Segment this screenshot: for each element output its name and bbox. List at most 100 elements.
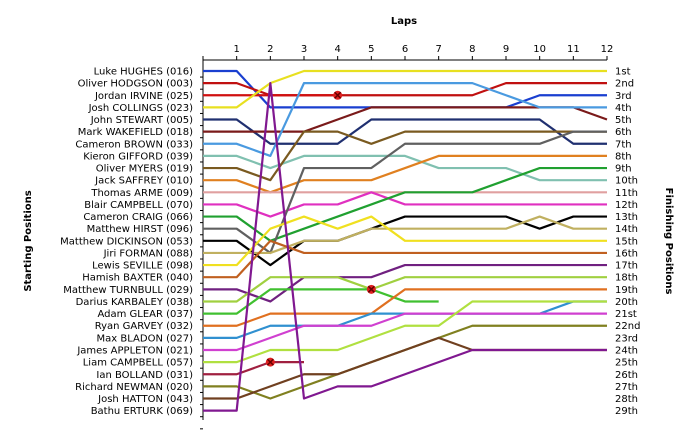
series-line (203, 82, 607, 158)
starting-position-label: Liam CAMPBELL (057) (83, 358, 193, 369)
series-line (203, 239, 607, 279)
finishing-position-label: 27th (615, 382, 638, 393)
starting-position-label: Hamish BAXTER (040) (82, 273, 193, 284)
finishing-position-label: 14th (615, 224, 638, 235)
y-axis-title-right: Finishing Positions (663, 188, 674, 295)
series-line (203, 300, 607, 364)
finishing-position-label: 7th (615, 139, 632, 150)
series-line (203, 130, 607, 182)
series-line (203, 82, 607, 412)
lap-tick-label: 8 (469, 44, 475, 55)
starting-position-label: Bathu ERTURK (069) (91, 406, 193, 417)
starting-position-label: Lewis SEVILLE (098) (92, 261, 193, 272)
starting-position-label: Cameron BROWN (033) (75, 139, 193, 150)
starting-position-labels: Luke HUGHES (016)Oliver HODGSON (003)Jor… (60, 67, 193, 418)
finishing-position-label: 12th (615, 200, 638, 211)
retirement-marker (366, 284, 376, 294)
retirement-marker (333, 90, 343, 100)
series-line (203, 154, 607, 182)
starting-position-label: Matthew HIRST (096) (87, 224, 193, 235)
finishing-position-label: 15th (615, 236, 638, 247)
lap-tick-label: 11 (567, 44, 580, 55)
finishing-position-label: 24th (615, 345, 638, 356)
starting-position-label: Richard NEWMAN (020) (75, 382, 193, 393)
starting-position-label: Mark WAKEFIELD (018) (78, 127, 193, 138)
starting-position-label: Darius KARBALEY (038) (76, 297, 193, 308)
lap-tick-label: 7 (435, 44, 441, 55)
series-line (203, 215, 607, 267)
lap-tick-label: 9 (503, 44, 509, 55)
starting-position-label: Jack SAFFREY (010) (94, 176, 193, 187)
series-line (203, 191, 607, 218)
starting-position-label: Cameron CRAIG (066) (83, 212, 193, 223)
series-line (203, 276, 607, 303)
x-axis-title: Laps (391, 16, 417, 27)
series-line (203, 288, 607, 327)
finishing-position-label: 28th (615, 394, 638, 405)
finishing-position-label: 2nd (615, 79, 634, 90)
starting-position-label: Josh HATTON (043) (97, 394, 193, 405)
lap-tick-label: 12 (601, 44, 614, 55)
starting-position-label: John STEWART (005) (90, 115, 193, 126)
retirement-marker (265, 357, 275, 367)
starting-position-label: Kieron GIFFORD (039) (83, 151, 193, 162)
starting-position-label: Oliver HODGSON (003) (78, 79, 193, 90)
starting-position-label: Blair CAMPBELL (070) (84, 200, 193, 211)
starting-position-label: Luke HUGHES (016) (94, 67, 193, 78)
finishing-position-label: 10th (615, 176, 638, 187)
finishing-position-label: 11th (615, 188, 638, 199)
plot-axes (200, 56, 608, 430)
starting-position-label: James APPLETON (021) (76, 345, 193, 356)
finishing-position-labels: 1st2nd3rd4th5th6th7th8th9th10th11th12th1… (615, 67, 640, 418)
lap-tick-label: 3 (301, 44, 307, 55)
starting-position-label: Ryan GARVEY (032) (95, 321, 193, 332)
starting-position-label: Ian BOLLAND (031) (96, 370, 193, 381)
finishing-position-label: 1st (615, 67, 631, 78)
series-line (203, 263, 607, 303)
starting-position-label: Oliver MYERS (019) (96, 164, 193, 175)
series-line (203, 361, 304, 376)
finishing-position-label: 21st (615, 309, 637, 320)
series-lines (203, 69, 608, 412)
finishing-position-label: 29th (615, 406, 638, 417)
starting-position-label: Thomas ARME (009) (90, 188, 193, 199)
series-line (203, 312, 607, 352)
finishing-position-label: 4th (615, 103, 632, 114)
series-line (203, 118, 607, 145)
series-line (203, 288, 439, 315)
starting-position-label: Adam GLEAR (037) (97, 309, 193, 320)
y-axis-title-left: Starting Positions (23, 190, 34, 291)
starting-position-label: Jordan IRVINE (025) (94, 91, 193, 102)
starting-position-label: Matthew DICKINSON (053) (60, 236, 193, 247)
starting-position-label: Matthew TURNBULL (029) (63, 285, 193, 296)
series-line (203, 215, 607, 255)
lap-tick-label: 4 (334, 44, 340, 55)
starting-position-label: Josh COLLINGS (023) (88, 103, 193, 114)
finishing-position-label: 16th (615, 248, 638, 259)
lap-tick-label: 6 (402, 44, 408, 55)
finishing-position-label: 19th (615, 285, 638, 296)
finishing-position-label: 20th (615, 297, 638, 308)
starting-position-label: Jiri FORMAN (088) (103, 248, 193, 259)
finishing-position-label: 22nd (615, 321, 640, 332)
finishing-position-label: 9th (615, 164, 632, 175)
series-line (203, 215, 607, 267)
finishing-position-label: 23rd (615, 333, 638, 344)
starting-position-label: Max BLADON (027) (97, 333, 194, 344)
finishing-position-label: 6th (615, 127, 632, 138)
finishing-position-label: 17th (615, 261, 638, 272)
finishing-position-label: 25th (615, 358, 638, 369)
lap-tick-label: 1 (233, 44, 239, 55)
finishing-position-label: 5th (615, 115, 632, 126)
finishing-position-label: 18th (615, 273, 638, 284)
finishing-position-label: 3rd (615, 91, 632, 102)
finishing-position-label: 26th (615, 370, 638, 381)
lap-tick-labels: 1 2 3 4 5 6 7 8 9 10 11 12 (233, 44, 613, 55)
lap-tick-label: 2 (267, 44, 273, 55)
retirement-markers (265, 90, 376, 367)
lap-tick-label: 5 (368, 44, 374, 55)
finishing-position-label: 8th (615, 151, 632, 162)
finishing-position-label: 13th (615, 212, 638, 223)
lap-tick-label: 10 (533, 44, 546, 55)
